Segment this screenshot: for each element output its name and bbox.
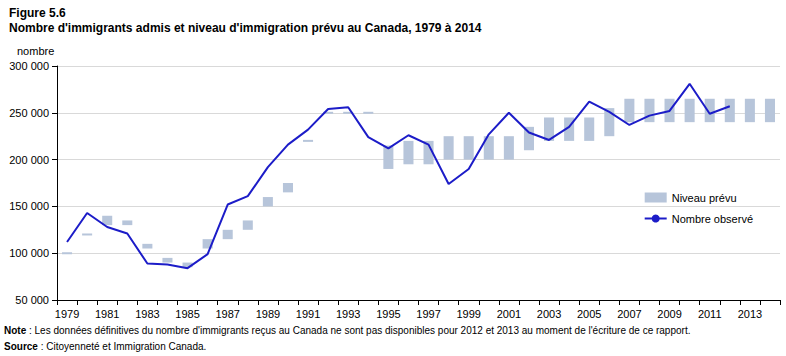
svg-text:2011: 2011: [698, 308, 722, 320]
svg-text:1993: 1993: [336, 308, 360, 320]
svg-text:2001: 2001: [497, 308, 521, 320]
svg-text:1995: 1995: [376, 308, 400, 320]
svg-text:100 000: 100 000: [9, 247, 49, 259]
svg-text:2009: 2009: [657, 308, 681, 320]
svg-text:50 000: 50 000: [15, 294, 49, 306]
svg-text:2003: 2003: [537, 308, 561, 320]
svg-text:Niveau prévu: Niveau prévu: [672, 192, 737, 204]
svg-text:2013: 2013: [738, 308, 762, 320]
svg-text:Note: Note: [4, 325, 27, 336]
svg-text:1979: 1979: [55, 308, 79, 320]
svg-text:1983: 1983: [135, 308, 159, 320]
svg-text:Figure 5.6: Figure 5.6: [9, 6, 66, 20]
svg-text:1985: 1985: [175, 308, 199, 320]
svg-text:Source: Source: [4, 341, 38, 352]
svg-text:Nombre d'immigrants admis et n: Nombre d'immigrants admis et niveau d'im…: [9, 21, 482, 35]
svg-text:nombre: nombre: [17, 45, 54, 57]
svg-text:200 000: 200 000: [9, 154, 49, 166]
svg-text:2007: 2007: [617, 308, 641, 320]
svg-text:: Citoyenneté et Immigration C: : Citoyenneté et Immigration Canada.: [38, 341, 206, 352]
svg-text:300 000: 300 000: [9, 60, 49, 72]
svg-text:1997: 1997: [416, 308, 440, 320]
svg-text:2005: 2005: [577, 308, 601, 320]
svg-text:: Les données définitives du n: : Les données définitives du nombre d'im…: [26, 325, 690, 336]
svg-text:150 000: 150 000: [9, 200, 49, 212]
svg-text:1987: 1987: [215, 308, 239, 320]
svg-text:250 000: 250 000: [9, 107, 49, 119]
svg-text:1991: 1991: [296, 308, 320, 320]
svg-text:1981: 1981: [95, 308, 119, 320]
svg-text:1999: 1999: [456, 308, 480, 320]
svg-text:Nombre observé: Nombre observé: [672, 213, 753, 225]
svg-text:1989: 1989: [256, 308, 280, 320]
